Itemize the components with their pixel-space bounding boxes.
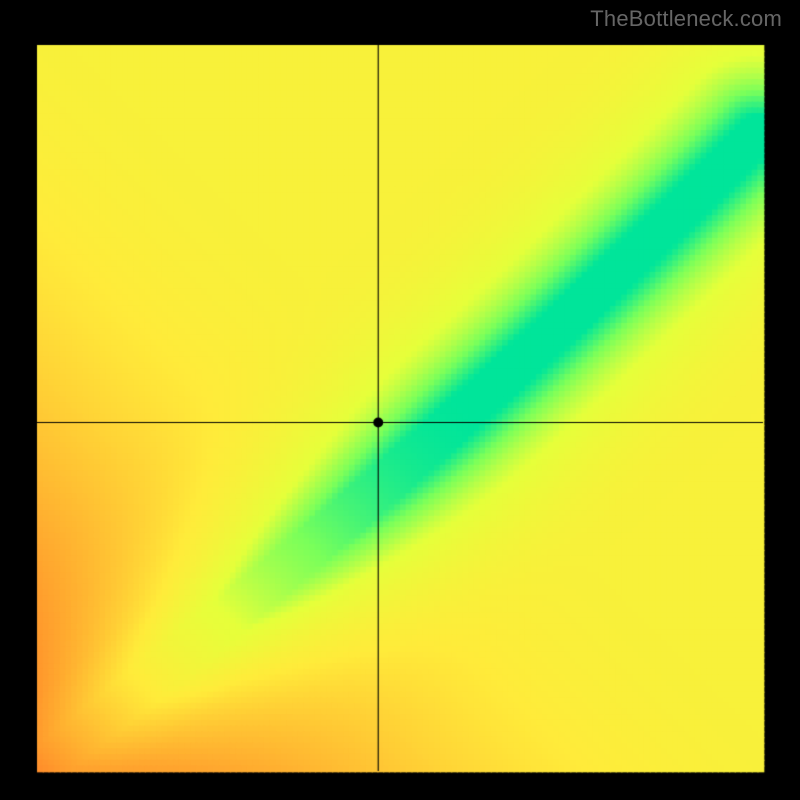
attribution-label: TheBottleneck.com xyxy=(590,6,782,32)
chart-container: TheBottleneck.com xyxy=(0,0,800,800)
bottleneck-heatmap xyxy=(25,33,775,783)
